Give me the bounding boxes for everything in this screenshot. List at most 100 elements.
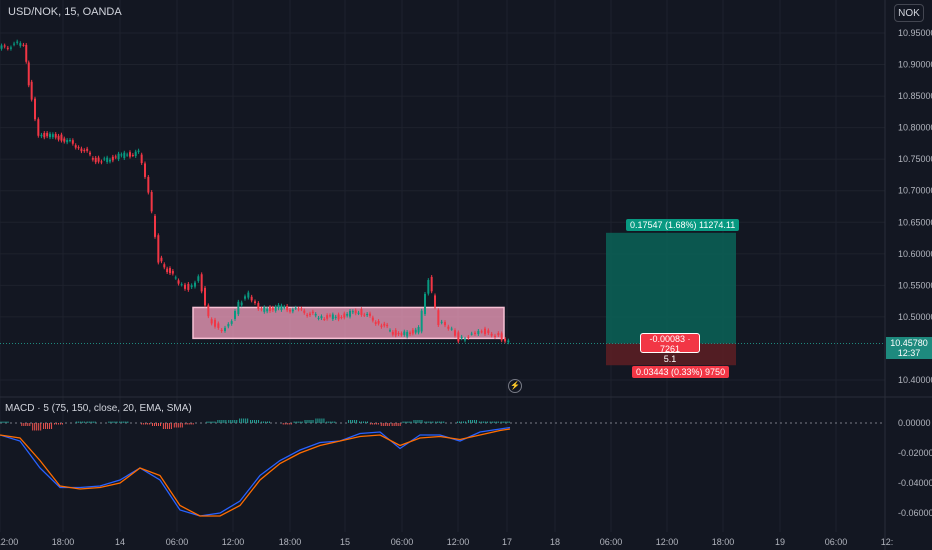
time-axis-label: 06:00 <box>166 537 189 547</box>
candle-body <box>306 314 309 316</box>
candle-body <box>464 338 466 341</box>
candle-body <box>434 295 436 308</box>
time-axis-label: 18 <box>550 537 560 547</box>
candle-body <box>63 138 66 142</box>
candle-body <box>91 158 94 160</box>
candle-body <box>6 47 9 49</box>
price-axis-label: 10.90000 <box>898 60 932 70</box>
candle-body <box>214 319 216 327</box>
candle-body <box>111 156 114 161</box>
candle-body <box>383 323 386 326</box>
candle-body <box>89 152 91 155</box>
lightning-icon[interactable]: ⚡ <box>508 379 522 393</box>
candle-body <box>86 148 89 151</box>
candle-body <box>500 333 503 341</box>
candle-body <box>190 285 193 288</box>
candle-body <box>163 264 166 268</box>
symbol-title[interactable]: USD/NOK, 15, OANDA <box>8 6 122 18</box>
candle-body <box>74 145 77 148</box>
last-price-value: 10.45780 <box>890 338 928 348</box>
candle-body <box>474 332 476 335</box>
candle-body <box>346 314 349 316</box>
candle-body <box>427 280 430 294</box>
candle-body <box>34 98 36 120</box>
candle-body <box>460 336 463 339</box>
candle-body <box>397 333 400 335</box>
candle-body <box>237 301 240 315</box>
position-center-label[interactable]: -0.00083 · 7261 5.1 <box>640 333 700 364</box>
time-axis-label: 06:00 <box>391 537 414 547</box>
candle-body <box>22 44 25 46</box>
candle-body <box>280 305 283 310</box>
time-axis-label: 12:00 <box>222 537 245 547</box>
candle-body <box>377 321 380 324</box>
time-axis-label: 18:00 <box>712 537 735 547</box>
candle-body <box>204 287 206 306</box>
candle-body <box>187 283 190 290</box>
candle-body <box>371 317 374 321</box>
candle-body <box>43 133 46 138</box>
candle-body <box>320 316 323 319</box>
candle-body <box>227 324 230 327</box>
candle-body <box>260 308 263 310</box>
macd-title[interactable]: MACD · 5 (75, 150, close, 20, EMA, SMA) <box>5 403 192 414</box>
candle-body <box>174 277 177 279</box>
candle-body <box>126 154 129 156</box>
candle-body <box>177 280 180 284</box>
candle-body <box>424 293 426 315</box>
price-axis-label: 10.60000 <box>898 249 932 259</box>
candle-body <box>414 329 417 333</box>
candle-body <box>184 284 186 289</box>
candle-body <box>217 323 220 328</box>
candle-body <box>54 133 57 138</box>
time-axis-label: 12:00 <box>447 537 470 547</box>
candle-body <box>160 257 163 262</box>
candle-body <box>331 314 334 320</box>
time-axis-label: 06:00 <box>600 537 623 547</box>
candle-body <box>46 132 49 137</box>
candle-body <box>180 284 183 286</box>
candle-body <box>391 331 394 335</box>
countdown: 12:37 <box>897 348 921 358</box>
candle-body <box>337 314 340 320</box>
candle-body <box>16 41 19 43</box>
candle-body <box>326 315 329 319</box>
macd-axis-label: -0.02000 <box>898 448 932 458</box>
macd-axis-label: -0.04000 <box>898 478 932 488</box>
candle-body <box>484 328 486 335</box>
candle-body <box>207 305 210 317</box>
candle-body <box>334 316 337 318</box>
candle-body <box>470 333 473 335</box>
candle-body <box>300 308 303 310</box>
candle-body <box>294 307 297 309</box>
candle-body <box>389 330 391 332</box>
time-axis-label: 12: <box>881 537 894 547</box>
candle-body <box>430 276 433 292</box>
candle-body <box>71 140 74 144</box>
candle-body <box>490 333 493 336</box>
candle-body <box>323 318 326 320</box>
candle-body <box>406 331 409 337</box>
candle-body <box>357 312 360 314</box>
candle-body <box>437 310 440 326</box>
candle-body <box>171 270 174 274</box>
candle-body <box>297 308 300 310</box>
candle-body <box>420 310 423 332</box>
candle-body <box>166 268 169 273</box>
candle-body <box>494 335 496 337</box>
candle-body <box>57 135 60 140</box>
candle-body <box>271 307 274 311</box>
candle-body <box>51 134 54 138</box>
currency-button[interactable]: NOK <box>894 4 924 22</box>
stop-zone <box>606 343 736 366</box>
candle-body <box>169 268 171 274</box>
time-axis-label: 18:00 <box>52 537 75 547</box>
candle-body <box>114 156 117 158</box>
candle-body <box>497 333 500 336</box>
candle-body <box>244 296 246 299</box>
candle-body <box>283 306 286 308</box>
candle-body <box>120 154 123 156</box>
candle-body <box>409 332 411 335</box>
candle-body <box>66 139 69 143</box>
